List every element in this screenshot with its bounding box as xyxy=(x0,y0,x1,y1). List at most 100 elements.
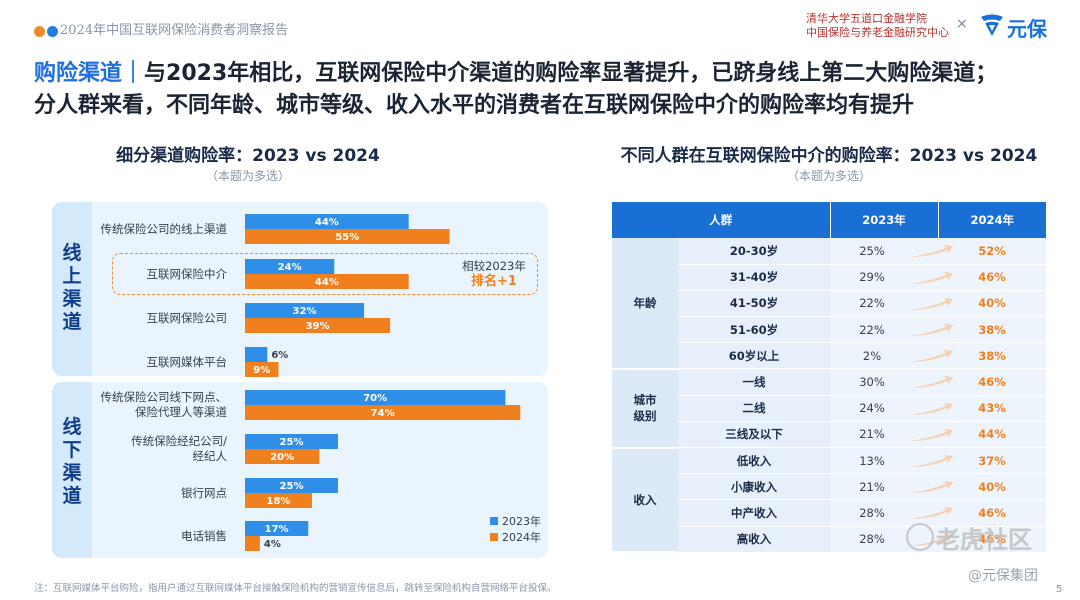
comparison-line1: 相较2023年 xyxy=(462,259,526,273)
trend-up-arrow-icon xyxy=(909,402,953,415)
value-2024: 43% xyxy=(938,395,1046,422)
group-cell: 年龄 xyxy=(612,238,678,370)
table-row: 41-50岁 22% 40% xyxy=(612,290,1046,318)
trend-up-arrow-icon xyxy=(909,271,953,284)
bar-2024 xyxy=(245,449,320,464)
legend-2023: 2023年 xyxy=(490,513,541,529)
value-2023: 2% xyxy=(862,348,882,363)
value-2023: 30% xyxy=(859,375,885,390)
header-2024: 2024年 xyxy=(938,202,1046,238)
bar-2023 xyxy=(245,303,365,318)
row-label: 高收入 xyxy=(678,526,830,553)
value-2023-cell: 22% xyxy=(830,316,953,344)
table-row: 年龄 20-30岁 25% 52% xyxy=(612,238,1046,370)
data-label: 4% xyxy=(264,539,281,550)
data-label: 44% xyxy=(315,277,339,288)
value-2023-cell: 22% xyxy=(830,290,953,318)
orange-dot-icon xyxy=(34,26,45,37)
table-row: 31-40岁 29% 46% xyxy=(612,264,1046,291)
trend-up-arrow-icon xyxy=(909,376,953,389)
watermark-handle: @元保集团 xyxy=(968,568,1038,584)
row-label: 60岁以上 xyxy=(678,342,830,370)
value-2024: 40% xyxy=(938,473,1046,501)
row-label: 小康收入 xyxy=(678,473,830,501)
value-2024: 46% xyxy=(938,264,1046,291)
left-chart-title: 细分渠道购险率：2023 vs 2024 xyxy=(116,146,380,166)
row-label: 31-40岁 xyxy=(678,264,830,291)
bar-2023 xyxy=(245,347,268,362)
value-2023: 25% xyxy=(859,243,885,258)
table-body: 年龄 20-30岁 25% 52% 31-40岁 29% 46% 41-50岁 22% 40% 51… xyxy=(612,238,1046,554)
institution-line2: 中国保险与养老金融研究中心 xyxy=(806,26,949,39)
row-label: 41-50岁 xyxy=(678,290,830,318)
table-header-row: 人群 2023年 2024年 xyxy=(612,202,1046,238)
table-row: 中产收入 28% 46% xyxy=(612,499,1046,527)
data-label: 24% xyxy=(278,262,302,273)
table-row: 城市 级别 一线 30% 46% xyxy=(612,368,1046,449)
bar-2023 xyxy=(245,214,409,229)
table-row: 二线 24% 43% xyxy=(612,395,1046,422)
watermark: 老虎社区 xyxy=(936,526,1032,554)
value-2023-cell: 24% xyxy=(830,395,953,422)
offline-group-label: 线下渠道 xyxy=(62,416,82,507)
trend-up-arrow-icon xyxy=(909,428,953,441)
value-2023-cell: 13% xyxy=(830,447,953,475)
row-label: 20-30岁 xyxy=(678,238,830,265)
watermark-logo-icon xyxy=(906,523,934,551)
page-number: 5 xyxy=(1056,584,1063,595)
legend-2023-label: 2023年 xyxy=(502,515,541,528)
category-label: 传统保险公司线下网点、 保险代理人等渠道 xyxy=(100,390,228,419)
data-label: 9% xyxy=(253,365,270,376)
offline-panel-side xyxy=(52,382,92,558)
header-dots-icon xyxy=(34,22,59,41)
table-row: 51-60岁 22% 38% xyxy=(612,316,1046,344)
left-chart-note: （本题为多选） xyxy=(205,169,290,183)
bar-2024 xyxy=(245,274,409,289)
table-row: 收入 低收入 13% 37% xyxy=(612,447,1046,554)
row-label: 51-60岁 xyxy=(678,316,830,344)
legend-2024: 2024年 xyxy=(490,529,541,545)
table-row: 三线及以下 21% 44% xyxy=(612,421,1046,449)
value-2023: 28% xyxy=(859,532,885,547)
data-label: 25% xyxy=(280,481,304,492)
bar-2024 xyxy=(245,536,260,551)
headline-text1: 与2023年相比，互联网保险中介渠道的购险率显著提升，已跻身线上第二大购险渠道； xyxy=(144,61,998,86)
page-header: 2024年中国互联网保险消费者洞察报告 清华大学五道口金融学院 中国保险与养老金… xyxy=(0,0,1080,54)
category-label: 互联网保险中介 xyxy=(146,266,228,281)
bar-2024 xyxy=(245,318,391,333)
value-2024: 46% xyxy=(938,499,1046,527)
comparison-line2: 排名+1 xyxy=(471,274,517,289)
rank-comparison: 相较2023年 排名+1 xyxy=(452,259,536,289)
trend-up-arrow-icon xyxy=(909,350,953,363)
row-label: 三线及以下 xyxy=(678,421,830,449)
trend-up-arrow-icon xyxy=(909,297,953,310)
highlight-box xyxy=(112,253,538,295)
row-label: 中产收入 xyxy=(678,499,830,527)
category-label: 互联网保险公司 xyxy=(146,310,228,325)
value-2023: 22% xyxy=(859,296,885,311)
category-label: 电话销售 xyxy=(181,528,227,543)
legend-2024-label: 2024年 xyxy=(502,531,541,544)
legend-2024-swatch xyxy=(490,533,498,541)
trend-up-arrow-icon xyxy=(909,455,953,467)
bar-2024 xyxy=(245,229,450,244)
crowd-rate-table: 人群 2023年 2024年 年龄 20-30岁 25% 52% 31-40岁 29% 46… xyxy=(612,202,1046,554)
header-group: 人群 xyxy=(612,202,831,238)
value-2024: 38% xyxy=(938,342,1046,370)
data-label: 32% xyxy=(293,306,317,317)
table-row: 小康收入 21% 40% xyxy=(612,473,1046,501)
legend-2023-swatch xyxy=(490,517,498,525)
brand-logo-icon xyxy=(981,14,1003,36)
section-divider: ｜ xyxy=(122,61,145,86)
data-label: 55% xyxy=(335,232,359,243)
footnote: 注：互联网媒体平台购险，指用户通过互联网媒体平台接触保险机构的营销宣传信息后，跳… xyxy=(34,583,557,594)
value-2023-cell: 21% xyxy=(830,421,953,449)
category-label: 传统保险经纪公司/经纪人 xyxy=(131,434,227,463)
row-label: 二线 xyxy=(678,395,830,422)
category-label: 互联网媒体平台 xyxy=(146,354,228,369)
data-label: 44% xyxy=(315,217,339,228)
row-label: 一线 xyxy=(678,368,830,396)
value-2023-cell: 2% xyxy=(830,342,953,370)
bar-2023 xyxy=(245,521,309,536)
data-label: 20% xyxy=(270,452,294,463)
